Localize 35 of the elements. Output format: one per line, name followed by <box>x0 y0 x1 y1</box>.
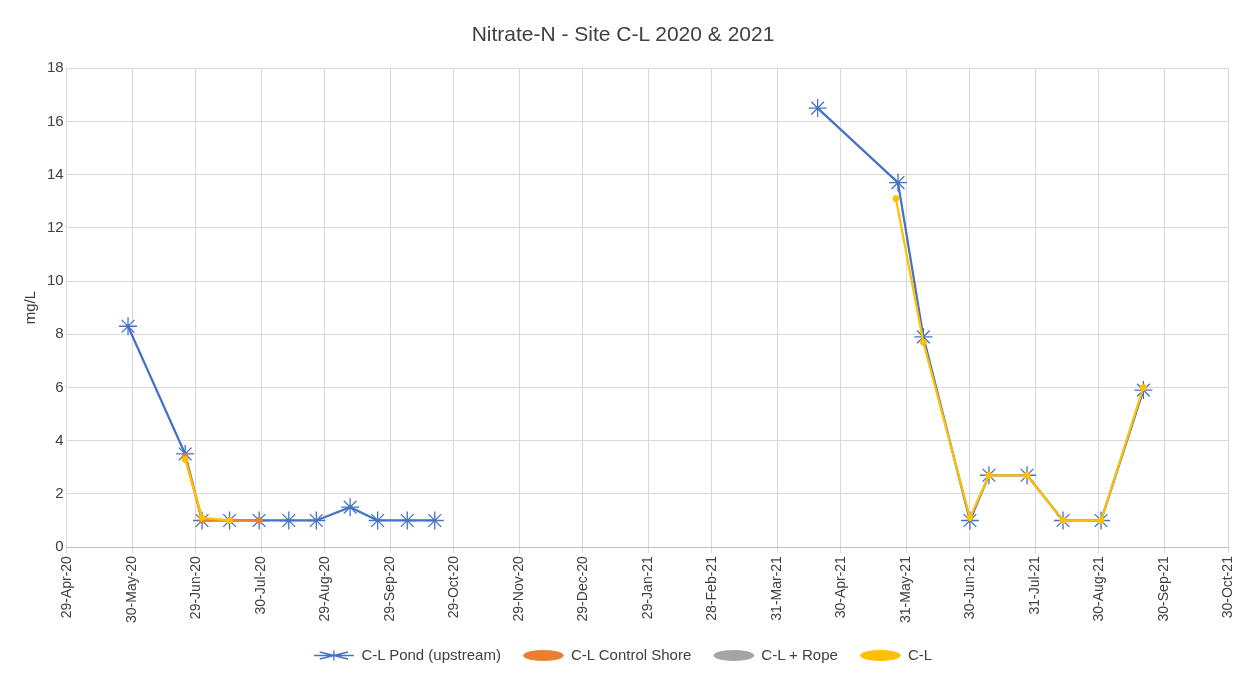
y-tick-label: 6 <box>55 377 64 395</box>
y-tick-label: 4 <box>55 430 64 448</box>
x-tick-label: 31-Jul-21 <box>1026 555 1043 615</box>
x-tick-label: 31-May-21 <box>897 555 914 623</box>
y-tick-label: 10 <box>47 271 64 289</box>
x-tick-label: 30-May-20 <box>123 555 140 623</box>
y-tick-label: 2 <box>55 484 64 502</box>
x-tick-label: 30-Jul-20 <box>252 555 269 615</box>
x-tick-label: 30-Apr-21 <box>831 555 848 619</box>
x-tick-label: 29-Nov-20 <box>510 555 527 622</box>
chart-title: Nitrate-N - Site C-L 2020 & 2021 <box>471 22 775 46</box>
legend-label: C-L + Rope <box>761 645 838 663</box>
x-tick-label: 29-Jun-20 <box>186 555 203 620</box>
x-tick-label: 29-Sep-20 <box>381 555 398 622</box>
legend-label: C-L Control Shore <box>570 645 692 663</box>
y-axis-title: mg/L <box>21 290 39 325</box>
y-tick-label: 12 <box>47 217 64 235</box>
x-tick-label: 30-Oct-21 <box>1218 555 1235 619</box>
x-tick-label: 29-Aug-20 <box>315 555 332 622</box>
x-tick-label: 29-Dec-20 <box>573 555 590 622</box>
x-tick-label: 30-Jun-21 <box>960 555 977 620</box>
y-tick-label: 0 <box>55 537 64 555</box>
x-tick-label: 29-Apr-20 <box>57 555 74 619</box>
x-tick-label: 31-Mar-21 <box>768 555 785 621</box>
y-tick-label: 18 <box>47 58 64 76</box>
x-tick-label: 29-Oct-20 <box>444 555 461 619</box>
legend-label: C-L Pond (upstream) <box>361 645 501 663</box>
x-tick-label: 29-Jan-21 <box>639 555 656 620</box>
y-tick-label: 14 <box>47 164 64 182</box>
y-tick-label: 8 <box>55 324 64 342</box>
x-tick-label: 30-Aug-21 <box>1089 555 1106 622</box>
y-tick-label: 16 <box>47 111 64 129</box>
x-tick-label: 28-Feb-21 <box>702 555 719 621</box>
x-tick-label: 30-Sep-21 <box>1155 555 1172 622</box>
legend-label: C-L <box>907 645 933 663</box>
